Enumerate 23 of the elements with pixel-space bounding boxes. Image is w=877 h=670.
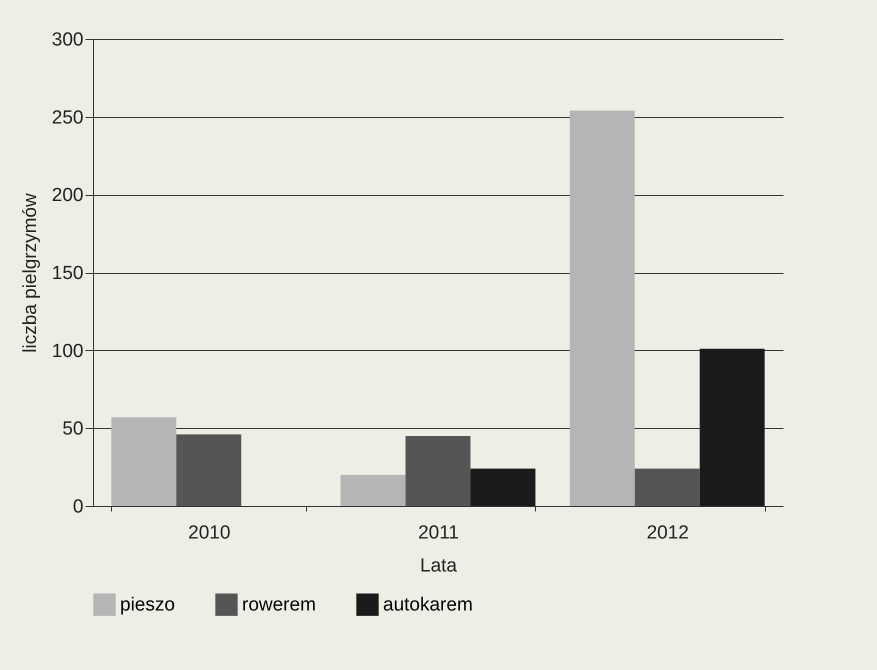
y-tick-label: 300: [52, 30, 84, 50]
x-tick-label: 2011: [418, 522, 459, 544]
y-tick-label: 50: [62, 418, 84, 440]
y-tick-label: 0: [72, 496, 84, 518]
x-axis-title: Lata: [420, 556, 458, 576]
y-axis-title: liczba pielgrzymów: [20, 193, 41, 353]
bar: [340, 474, 406, 506]
legend-label: rowerem: [242, 594, 316, 616]
legend-label: autokarem: [383, 594, 473, 616]
y-tick-label: 150: [52, 263, 84, 284]
x-tick-label: 2012: [646, 522, 689, 544]
x-tick-label: 2010: [188, 522, 230, 544]
bar: [700, 348, 765, 506]
bar: [111, 417, 176, 506]
bar: [570, 110, 635, 506]
bar: [470, 468, 536, 506]
y-tick-label: 250: [52, 107, 84, 128]
y-tick-label: 200: [52, 185, 84, 206]
y-tick-label: 100: [52, 340, 84, 362]
bar: [176, 434, 242, 506]
bar: [634, 468, 700, 506]
legend-label: pieszo: [120, 594, 175, 616]
bar: [406, 436, 470, 506]
